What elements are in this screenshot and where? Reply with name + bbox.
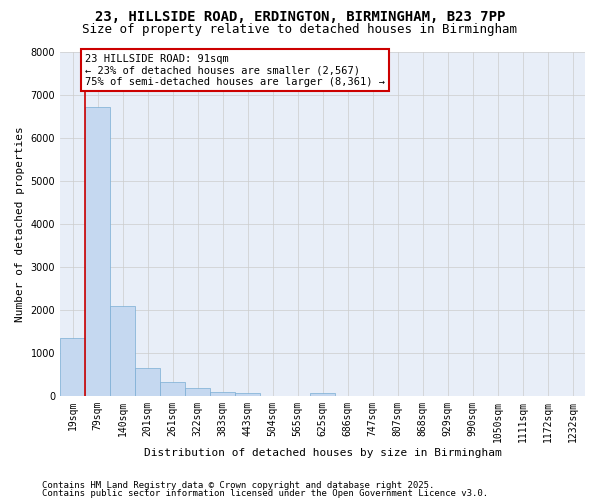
Bar	[85, 108, 110, 396]
Text: Contains HM Land Registry data © Crown copyright and database right 2025.: Contains HM Land Registry data © Crown c…	[42, 480, 434, 490]
Bar	[185, 388, 210, 396]
Bar	[210, 392, 235, 396]
Text: 23 HILLSIDE ROAD: 91sqm
← 23% of detached houses are smaller (2,567)
75% of semi: 23 HILLSIDE ROAD: 91sqm ← 23% of detache…	[85, 54, 385, 87]
Y-axis label: Number of detached properties: Number of detached properties	[15, 126, 25, 322]
Bar	[310, 392, 335, 396]
Bar	[235, 392, 260, 396]
Text: Size of property relative to detached houses in Birmingham: Size of property relative to detached ho…	[83, 22, 517, 36]
Text: Contains public sector information licensed under the Open Government Licence v3: Contains public sector information licen…	[42, 489, 488, 498]
Bar	[135, 368, 160, 396]
Bar	[160, 382, 185, 396]
X-axis label: Distribution of detached houses by size in Birmingham: Distribution of detached houses by size …	[143, 448, 502, 458]
Bar	[60, 338, 85, 396]
Bar	[110, 306, 135, 396]
Text: 23, HILLSIDE ROAD, ERDINGTON, BIRMINGHAM, B23 7PP: 23, HILLSIDE ROAD, ERDINGTON, BIRMINGHAM…	[95, 10, 505, 24]
